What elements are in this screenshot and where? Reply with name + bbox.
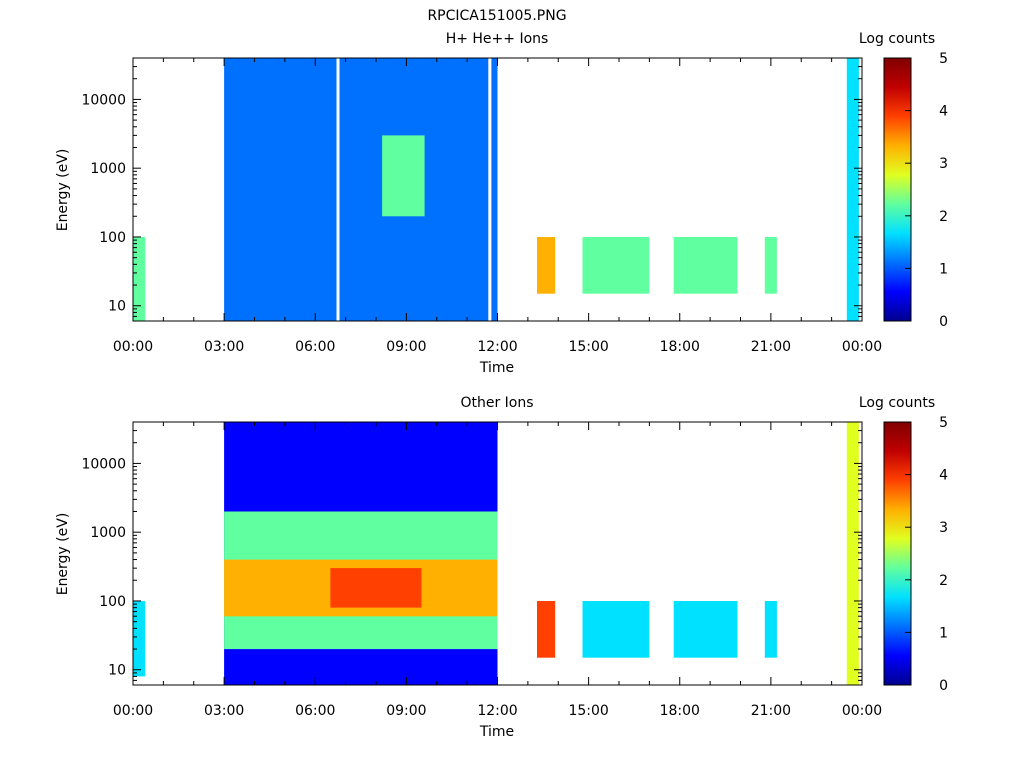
colorbar-tick-label: 5: [939, 415, 948, 431]
x-tick-label: 00:00: [842, 339, 882, 355]
colorbar-tick-label: 1: [939, 261, 948, 277]
x-tick-label: 12:00: [477, 703, 517, 719]
colorbar-tick-label: 0: [939, 678, 948, 694]
x-tick-label: 18:00: [660, 703, 700, 719]
x-tick-label: 00:00: [113, 339, 153, 355]
colorbar-tick-label: 3: [939, 156, 948, 172]
spectrogram-cells: [133, 422, 859, 685]
spectrogram-block: [382, 135, 425, 217]
spectrogram-block: [846, 422, 859, 685]
x-tick-label: 09:00: [386, 339, 426, 355]
x-tick-label: 00:00: [842, 703, 882, 719]
colorbar-label: Log counts: [859, 395, 935, 411]
panel-title: H+ He++ Ions: [446, 31, 549, 47]
spectrogram-block: [764, 601, 777, 658]
y-tick-label: 10000: [81, 456, 126, 472]
y-axis-label: Energy (eV): [55, 513, 71, 596]
spectrogram-block: [537, 601, 556, 658]
colorbar-tick-label: 0: [939, 314, 948, 330]
spectrogram-block: [846, 58, 859, 321]
panel-title: Other Ions: [460, 395, 533, 411]
y-tick-label: 10: [108, 299, 126, 315]
x-tick-label: 00:00: [113, 703, 153, 719]
x-tick-label: 03:00: [204, 703, 244, 719]
spectrogram-cells: [133, 58, 859, 321]
colorbar-tick-label: 2: [939, 573, 948, 589]
x-tick-label: 21:00: [751, 703, 791, 719]
y-tick-label: 10: [108, 663, 126, 679]
x-tick-label: 06:00: [295, 339, 335, 355]
y-tick-label: 1000: [90, 161, 126, 177]
colorbar-tick-label: 5: [939, 51, 948, 67]
spectrogram-block: [582, 601, 650, 658]
colorbar-label: Log counts: [859, 31, 935, 47]
x-tick-label: 21:00: [751, 339, 791, 355]
spectrogram-block: [133, 601, 146, 677]
x-tick-label: 15:00: [568, 339, 608, 355]
page-title: RPCICA151005.PNG: [427, 8, 566, 24]
panel-other-ions: Other Ions Log counts Time Energy (eV) 0…: [55, 395, 948, 740]
x-axis-label: Time: [479, 360, 514, 376]
spectrogram-block: [224, 58, 337, 321]
spectrogram-block: [330, 568, 422, 608]
spectrogram-block: [764, 237, 777, 294]
x-tick-label: 03:00: [204, 339, 244, 355]
x-axis-label: Time: [479, 724, 514, 740]
colorbar: [883, 421, 912, 686]
y-tick-label: 100: [99, 230, 126, 246]
x-tick-label: 06:00: [295, 703, 335, 719]
spectrogram-block: [537, 237, 556, 294]
panel-h-he-ions: H+ He++ Ions Log counts Time Energy (eV)…: [55, 31, 948, 376]
y-tick-label: 10000: [81, 92, 126, 108]
x-tick-label: 09:00: [386, 703, 426, 719]
colorbar: [883, 57, 912, 322]
x-tick-label: 12:00: [477, 339, 517, 355]
y-tick-label: 100: [99, 594, 126, 610]
colorbar-tick-label: 4: [939, 468, 948, 484]
colorbar-tick-label: 1: [939, 625, 948, 641]
spectrogram-block: [491, 58, 498, 321]
x-tick-label: 15:00: [568, 703, 608, 719]
y-tick-label: 1000: [90, 525, 126, 541]
colorbar-tick-label: 3: [939, 520, 948, 536]
y-axis-label: Energy (eV): [55, 149, 71, 232]
spectrogram-block: [582, 237, 650, 294]
colorbar-tick-label: 2: [939, 209, 948, 225]
x-tick-label: 18:00: [660, 339, 700, 355]
spectrogram-block: [673, 237, 738, 294]
colorbar-tick-label: 4: [939, 104, 948, 120]
spectrogram-block: [673, 601, 738, 658]
